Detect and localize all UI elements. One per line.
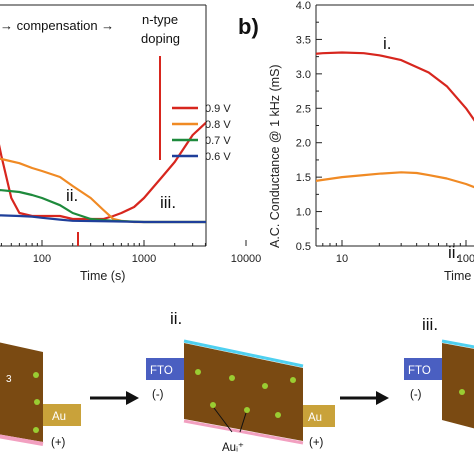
au-left-label: Au [52,411,66,423]
film-mid-bottom-edge [183,419,304,445]
panel-a-tick-label: 1000 [132,253,156,265]
annotation-doping: doping [141,31,180,46]
series-line-0.6V [0,214,206,224]
panel-b-xlabel: Time [444,269,471,283]
panel-b-ytick-label: 2.0 [296,138,311,150]
marker-i: i. [383,34,392,53]
panel-b-ticks: 0.5 1.0 1.5 2.0 2.5 3.0 3.5 4.0 10 100 [296,0,474,265]
schematic-state-iii: iii. FTO (-) [404,315,474,429]
panel-a-series [0,121,206,224]
panel-b-ytick-label: 0.5 [296,241,311,253]
panel-a-legend: 0.9 V 0.8 V 0.7 V 0.6 V [172,103,231,163]
panel-a-xlabel: Time (s) [80,269,125,283]
ion-dot [33,427,39,433]
panel-a-ticks: 100 1000 10000 [0,240,262,265]
au-electrode-mid [303,405,335,427]
legend-label-0.8V: 0.8 V [205,119,231,131]
panel-b-series [316,51,474,189]
series-line-0.9V [0,121,206,221]
perovskite-film-right [442,343,474,429]
state-iii-label: iii. [422,315,438,334]
panel-b-ytick-label: 1.0 [296,207,311,219]
fto-mid-label: FTO [150,365,173,377]
ion-dot [34,399,40,405]
arrow-i-to-ii-head [126,391,139,405]
marker-b-ii: ii. [448,243,460,262]
fto-mid-sign: (-) [152,389,164,401]
schematic-state-ii: ii. FTO (-) Au (+) Auᵢ⁺ [146,309,335,454]
panel-b-xtick-label: 10 [336,253,348,265]
ion-dot [229,375,235,381]
panel-a: 100 1000 10000 → compensation → n-type dop… [0,4,262,283]
au-electrode-left [43,404,81,426]
annotation-compensation: → compensation → [0,18,114,33]
aui-pointer [239,412,247,433]
marker-ii: ii. [66,186,78,205]
ion-dot [275,412,281,418]
ion-dot [210,402,216,408]
schematic-state-i: 3 Au (+) [0,342,81,449]
series-line-0.8V [0,157,206,224]
fto-right-label: FTO [408,365,431,377]
ion-dot [262,383,268,389]
film-left-label: 3 [6,374,12,385]
ion-dot [33,372,39,378]
perovskite-film-left [0,342,43,442]
au-mid-sign: (+) [309,437,324,449]
ion-dot [244,407,250,413]
panel-b-series-line-2 [316,171,474,189]
au-left-sign: (+) [51,437,66,449]
film-mid-top-edge [183,339,304,368]
perovskite-film-mid [184,343,303,441]
film-left-bottom-edge [0,434,44,446]
legend-label-0.6V: 0.6 V [205,151,231,163]
panel-b-ytick-label: 4.0 [296,0,311,12]
state-ii-label: ii. [170,309,182,328]
fto-right-sign: (-) [410,389,422,401]
panel-b-ytick-label: 3.5 [296,34,311,46]
aui-pointer [213,407,233,433]
ion-dot [459,389,465,395]
panel-b-series-line-1 [316,51,474,122]
panel-a-tick-label: 100 [33,253,51,265]
fto-electrode-right [404,358,442,380]
panel-b-ytick-label: 1.5 [296,172,311,184]
au-mid-label: Au [308,412,322,424]
annotation-ntype: n-type [142,12,178,27]
panel-b-ytick-label: 3.0 [296,69,311,81]
fto-electrode-mid [146,358,184,380]
schematic: 3 Au (+) ii. FTO (-) Au [0,309,474,454]
panel-b: b) 0.5 1.0 1.5 2.0 2.5 3.0 3.5 4.0 10 100 A.C. Co… [238,0,474,283]
marker-iii: iii. [160,193,176,212]
ion-dot [290,377,296,383]
panel-b-label: b) [238,14,259,39]
legend-label-0.9V: 0.9 V [205,103,231,115]
panel-b-ylabel: A.C. Conductance @ 1 kHz (mS) [268,64,282,248]
aui-label: Auᵢ⁺ [222,442,244,454]
panel-a-tick-label: 10000 [231,253,262,265]
ion-dot [195,369,201,375]
arrow-ii-to-iii-head [376,391,389,405]
legend-label-0.7V: 0.7 V [205,135,231,147]
panel-b-xtick-label: 100 [457,253,474,265]
panel-b-ytick-label: 2.5 [296,103,311,115]
